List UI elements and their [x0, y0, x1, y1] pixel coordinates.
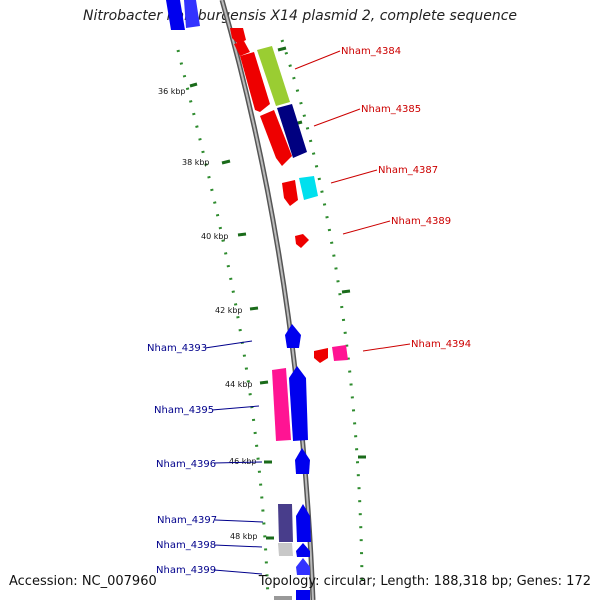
gene-label[interactable]: Nham_4396	[156, 459, 216, 470]
gene-arrow	[278, 543, 293, 556]
tick-label: 38 kbp	[182, 158, 210, 167]
accession-text: Accession: NC_007960	[9, 574, 157, 589]
gene-arrow	[274, 596, 292, 600]
gene-arrow	[296, 504, 311, 542]
backbone	[219, 0, 316, 600]
gene-arrow	[166, 0, 185, 30]
gene-arrow	[257, 46, 290, 106]
gene-arrow	[272, 368, 291, 441]
gene-arrow	[230, 28, 246, 44]
gene-arrow	[282, 180, 298, 206]
gene-label[interactable]: Nham_4399	[156, 565, 216, 576]
gene-arrow	[285, 324, 301, 348]
tick-label: 44 kbp	[225, 380, 253, 389]
gene-arrow	[314, 348, 328, 363]
gene-label[interactable]: Nham_4397	[157, 515, 217, 526]
gene-arrow	[234, 41, 250, 56]
forward-cds-group	[230, 28, 348, 363]
tick-label: 36 kbp	[158, 87, 186, 96]
tick-label: 48 kbp	[230, 532, 258, 541]
tick-label: 42 kbp	[215, 306, 243, 315]
gene-arrow	[296, 590, 310, 600]
gene-arrow	[289, 366, 308, 441]
gene-arrow	[260, 110, 292, 166]
tick-label: 46 kbp	[229, 457, 257, 466]
gene-label[interactable]: Nham_4394	[411, 339, 471, 350]
gene-arrow	[240, 52, 270, 112]
summary-text: Topology: circular; Length: 188,318 bp; …	[258, 574, 591, 589]
gene-arrow	[299, 176, 318, 200]
gc-ring-inner	[176, 49, 270, 600]
gene-label[interactable]: Nham_4384	[341, 46, 401, 57]
gene-label[interactable]: Nham_4389	[391, 216, 451, 227]
gene-arrow	[277, 104, 307, 158]
gene-arrow	[295, 448, 310, 474]
reverse-cds-group	[166, 0, 311, 575]
gene-label[interactable]: Nham_4393	[147, 343, 207, 354]
gene-arrow	[278, 504, 293, 542]
gene-label[interactable]: Nham_4395	[154, 405, 214, 416]
gene-arrow	[295, 234, 309, 248]
gene-arrow	[184, 0, 200, 28]
gene-label[interactable]: Nham_4385	[361, 104, 421, 115]
gene-label[interactable]: Nham_4387	[378, 165, 438, 176]
tick-label: 40 kbp	[201, 232, 229, 241]
gene-arrow	[296, 558, 310, 575]
gene-label[interactable]: Nham_4398	[156, 540, 216, 551]
gene-arrow	[296, 543, 310, 557]
gene-arrow	[332, 345, 348, 361]
